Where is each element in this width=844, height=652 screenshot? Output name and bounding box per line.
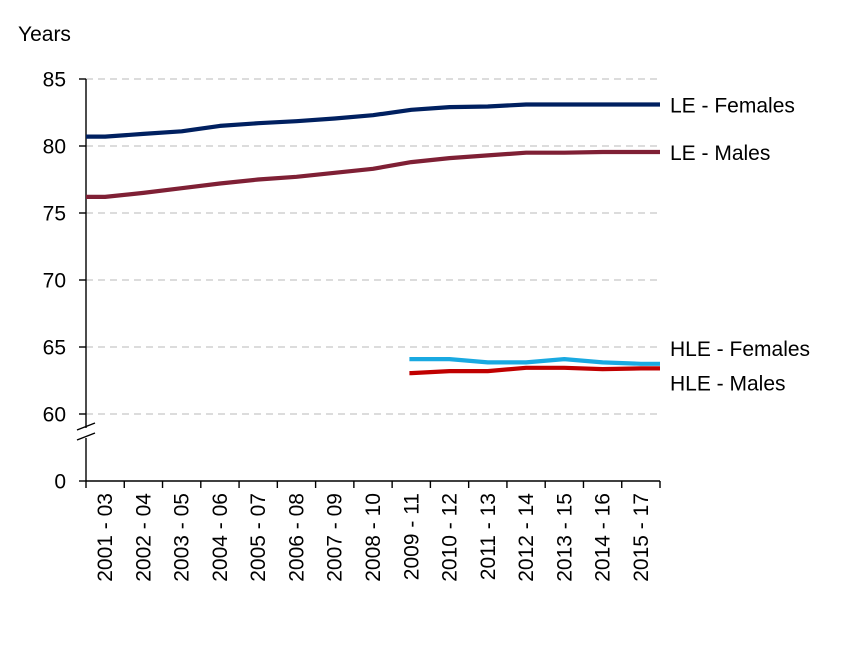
series-label-0: LE - Females	[670, 94, 795, 117]
x-tick-label: 2003 - 05	[171, 493, 194, 582]
x-tick-label: 2012 - 14	[515, 493, 538, 582]
series-lines	[86, 102, 660, 376]
tick-labels: 0 60 65 70 75 80 85 2001 - 03 2002 - 04 2003 - 05…	[43, 69, 653, 582]
x-tick-label: 2002 - 04	[132, 493, 155, 582]
y-unit-label: Years	[18, 23, 71, 46]
x-tick-label: 2014 - 16	[592, 493, 615, 582]
x-tick-label: 2004 - 06	[209, 493, 232, 582]
x-tick-label: 2008 - 10	[362, 493, 385, 582]
y-tick-label: 60	[43, 404, 66, 427]
x-tick-label: 2001 - 03	[94, 493, 117, 582]
x-tick-label: 2015 - 17	[630, 493, 653, 582]
series-label-3: HLE - Males	[670, 372, 786, 395]
y-tick-label: 80	[43, 136, 66, 159]
x-tick-label: 2006 - 08	[285, 493, 308, 582]
y-tick-label: 65	[43, 337, 66, 360]
series-label-2: HLE - Females	[670, 338, 810, 361]
x-tick-label: 2010 - 12	[439, 493, 462, 582]
series-line-0	[86, 102, 660, 139]
axis-break-mark-top	[76, 422, 96, 431]
y-tick-label: 85	[43, 69, 66, 92]
gridlines	[86, 78, 660, 415]
series-line-3	[409, 365, 660, 376]
x-tick-label: 2007 - 09	[324, 493, 347, 582]
y-tick-label: 0	[54, 471, 66, 494]
axis-break-mark-bottom	[76, 432, 96, 441]
x-tick-label: 2009 - 11	[400, 493, 423, 580]
series-label-1: LE - Males	[670, 142, 770, 165]
x-tick-label: 2013 - 15	[553, 493, 576, 582]
y-tick-label: 75	[43, 203, 66, 226]
x-tick-label: 2005 - 07	[247, 493, 270, 582]
series-line-2	[409, 357, 660, 366]
axes	[76, 78, 661, 488]
series-labels: LE - Females LE - Males HLE - Females HLE -…	[670, 94, 810, 395]
x-tick-label: 2011 - 13	[477, 493, 500, 580]
series-line-1	[86, 149, 660, 199]
y-tick-label: 70	[43, 270, 66, 293]
